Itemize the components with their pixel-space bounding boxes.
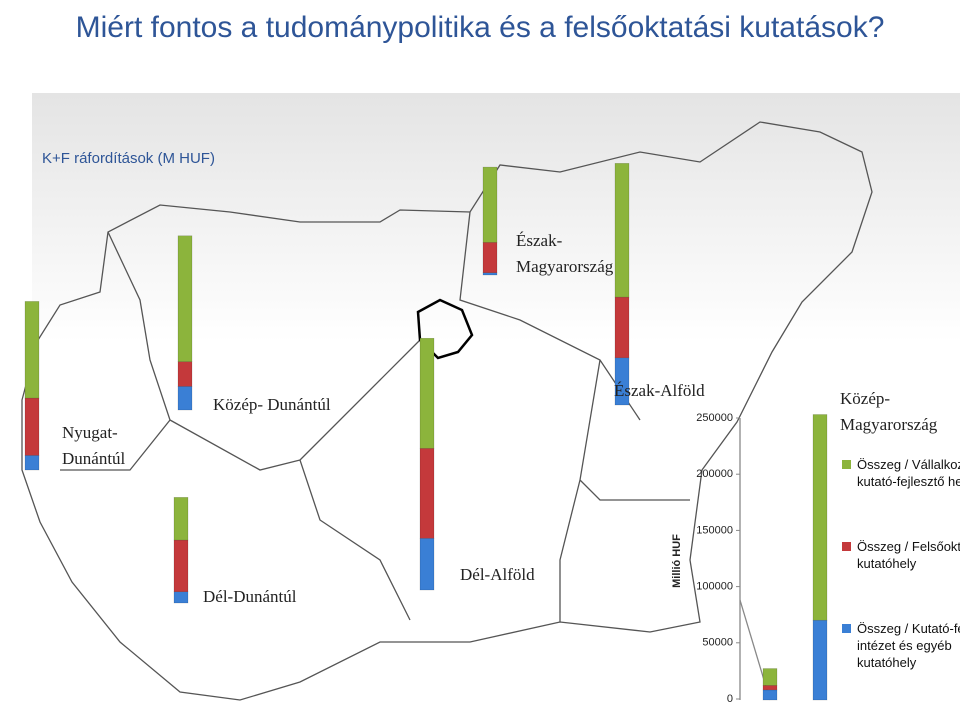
- region-label: Dél-Dunántúl: [203, 587, 297, 606]
- y-tick-label: 150000: [696, 524, 733, 536]
- legend-entry: Összeg / Felsőoktatási kutatóhely: [838, 538, 960, 572]
- legend-label: Összeg / Felsőoktatási kutatóhely: [857, 539, 960, 571]
- bar-segment: [173, 591, 189, 604]
- y-tick-label: 50000: [702, 637, 733, 649]
- chart-subtitle: K+F ráfordítások (M HUF): [42, 150, 215, 167]
- region-label: Nyugat-Dunántúl: [62, 423, 126, 468]
- map: [21, 121, 873, 701]
- legend-entry: Összeg / Kutató-fejlesztő intézet és egy…: [838, 620, 960, 671]
- bar-segment: [762, 689, 778, 701]
- bar-segment: [173, 539, 189, 593]
- bar-segment: [419, 538, 435, 591]
- y-tick-label: 250000: [696, 412, 733, 424]
- bar-segment: [177, 386, 193, 411]
- bar-segment: [614, 296, 630, 359]
- region-label: Dél-Alföld: [460, 565, 535, 584]
- bar-segment: [24, 301, 40, 399]
- region-label: Észak-Magyarország: [516, 231, 614, 276]
- legend: Összeg / Vállalkozási kutató-fejlesztő h…: [838, 456, 960, 716]
- bar-segment: [24, 397, 40, 456]
- bar-segment: [419, 448, 435, 539]
- bar-segment: [812, 619, 828, 701]
- bar-segment: [177, 361, 193, 387]
- country-outline: [21, 121, 873, 701]
- bar-segment: [173, 497, 189, 541]
- region-label: Közép- Dunántúl: [213, 395, 331, 414]
- legend-swatch: [842, 460, 851, 469]
- slide-title: Miért fontos a tudománypolitika és a fel…: [75, 11, 885, 44]
- legend-entry: Összeg / Vállalkozási kutató-fejlesztő h…: [838, 456, 960, 490]
- bar-segment: [482, 272, 498, 276]
- bar-segment: [812, 414, 828, 621]
- y-tick-label: 100000: [696, 581, 733, 593]
- legend-swatch: [842, 542, 851, 551]
- bar-segment: [762, 668, 778, 686]
- region-border: [60, 211, 690, 622]
- y-tick-label: 200000: [696, 468, 733, 480]
- y-tick-label: 0: [727, 693, 733, 705]
- region-label: Észak-Alföld: [614, 381, 705, 400]
- bar-segment: [419, 337, 435, 449]
- bar-segment: [482, 166, 498, 243]
- legend-swatch: [842, 624, 851, 633]
- legend-label: Összeg / Kutató-fejlesztő intézet és egy…: [857, 621, 960, 670]
- legend-label: Összeg / Vállalkozási kutató-fejlesztő h…: [857, 457, 960, 489]
- y-axis-label: Millió HUF: [670, 534, 683, 588]
- bar-segment: [762, 685, 778, 691]
- bar-segment: [614, 163, 630, 298]
- region-label: Közép-Magyarország: [840, 389, 938, 434]
- bar-segment: [177, 235, 193, 362]
- bar-segment: [24, 455, 40, 471]
- bar-segment: [482, 242, 498, 274]
